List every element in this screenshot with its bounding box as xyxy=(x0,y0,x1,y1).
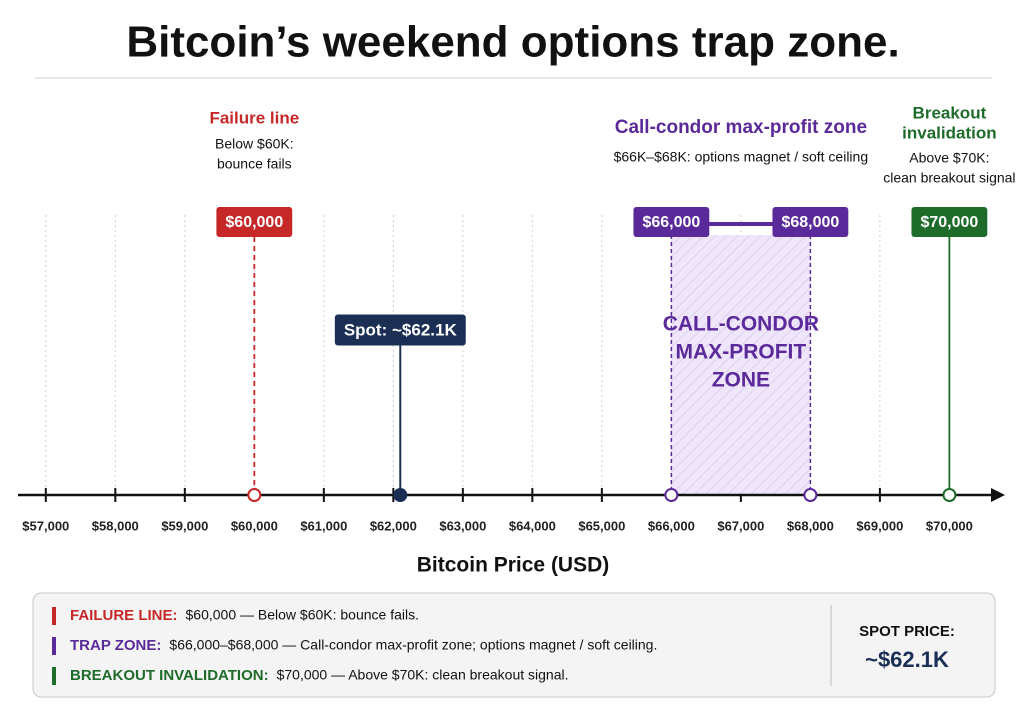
zone-title: Call-condor max-profit zone xyxy=(615,117,867,138)
flag-box xyxy=(633,207,710,237)
flag-label: $66,000 xyxy=(642,214,700,231)
x-axis-label: Bitcoin Price (USD) xyxy=(417,554,610,577)
marker-note: Below $60K: xyxy=(215,136,294,152)
x-tick-label: $62,000 xyxy=(370,518,417,533)
marker-dot xyxy=(942,488,957,502)
zone-note: $66K–$68K: options magnet / soft ceiling xyxy=(614,149,869,165)
flag-label: $70,000 xyxy=(920,214,978,231)
marker-note: clean breakout signal xyxy=(883,170,1015,186)
legend-swatch xyxy=(52,637,56,655)
flag-box xyxy=(334,314,466,346)
zone-area xyxy=(671,235,811,495)
zone-dot xyxy=(803,488,818,502)
legend-swatch xyxy=(52,667,56,685)
x-tick-label: $58,000 xyxy=(92,518,139,533)
legend-box xyxy=(32,592,996,698)
spot-title: SPOT PRICE: xyxy=(859,623,955,640)
marker-note: bounce fails xyxy=(217,156,292,172)
spot-value: ~$62.1K xyxy=(865,647,949,672)
spot-dot xyxy=(393,488,408,502)
zone-inner-label: CALL-CONDOR xyxy=(663,313,819,336)
marker-dot xyxy=(247,488,262,502)
flag-box xyxy=(216,207,293,237)
x-tick-label: $67,000 xyxy=(717,518,764,533)
axis-arrow xyxy=(991,488,1005,502)
x-tick-label: $59,000 xyxy=(161,518,208,533)
x-tick-label: $64,000 xyxy=(509,518,556,533)
legend-key: BREAKOUT INVALIDATION: xyxy=(70,667,269,684)
flag-box xyxy=(772,207,849,237)
legend-key: FAILURE LINE: xyxy=(70,607,178,624)
x-tick-label: $57,000 xyxy=(22,518,69,533)
marker-title: invalidation xyxy=(902,123,996,142)
x-tick-label: $68,000 xyxy=(787,518,834,533)
legend-key: TRAP ZONE: xyxy=(70,637,161,654)
flag-label: $60,000 xyxy=(225,214,283,231)
marker-title: Breakout xyxy=(913,103,987,122)
legend-text: $70,000 — Above $70K: clean breakout sig… xyxy=(277,667,569,683)
x-tick-label: $70,000 xyxy=(926,518,973,533)
x-tick-label: $61,000 xyxy=(300,518,347,533)
flag-label: Spot: ~$62.1K xyxy=(344,320,458,339)
marker-note: Above $70K: xyxy=(909,150,989,166)
legend-text: $60,000 — Below $60K: bounce fails. xyxy=(186,607,420,623)
marker-title: Failure line xyxy=(209,108,299,127)
x-tick-label: $65,000 xyxy=(578,518,625,533)
zone-dot xyxy=(664,488,679,502)
x-tick-label: $63,000 xyxy=(439,518,486,533)
flag-label: $68,000 xyxy=(781,214,839,231)
legend-swatch xyxy=(52,607,56,625)
chart-title: Bitcoin’s weekend options trap zone. xyxy=(126,18,899,67)
zone-inner-label: MAX-PROFIT xyxy=(676,341,807,364)
legend-text: $66,000–$68,000 — Call-condor max-profit… xyxy=(169,637,657,653)
x-tick-label: $60,000 xyxy=(231,518,278,533)
x-tick-label: $66,000 xyxy=(648,518,695,533)
x-tick-label: $69,000 xyxy=(856,518,903,533)
flag-box xyxy=(911,207,988,237)
zone-inner-label: ZONE xyxy=(712,369,770,392)
